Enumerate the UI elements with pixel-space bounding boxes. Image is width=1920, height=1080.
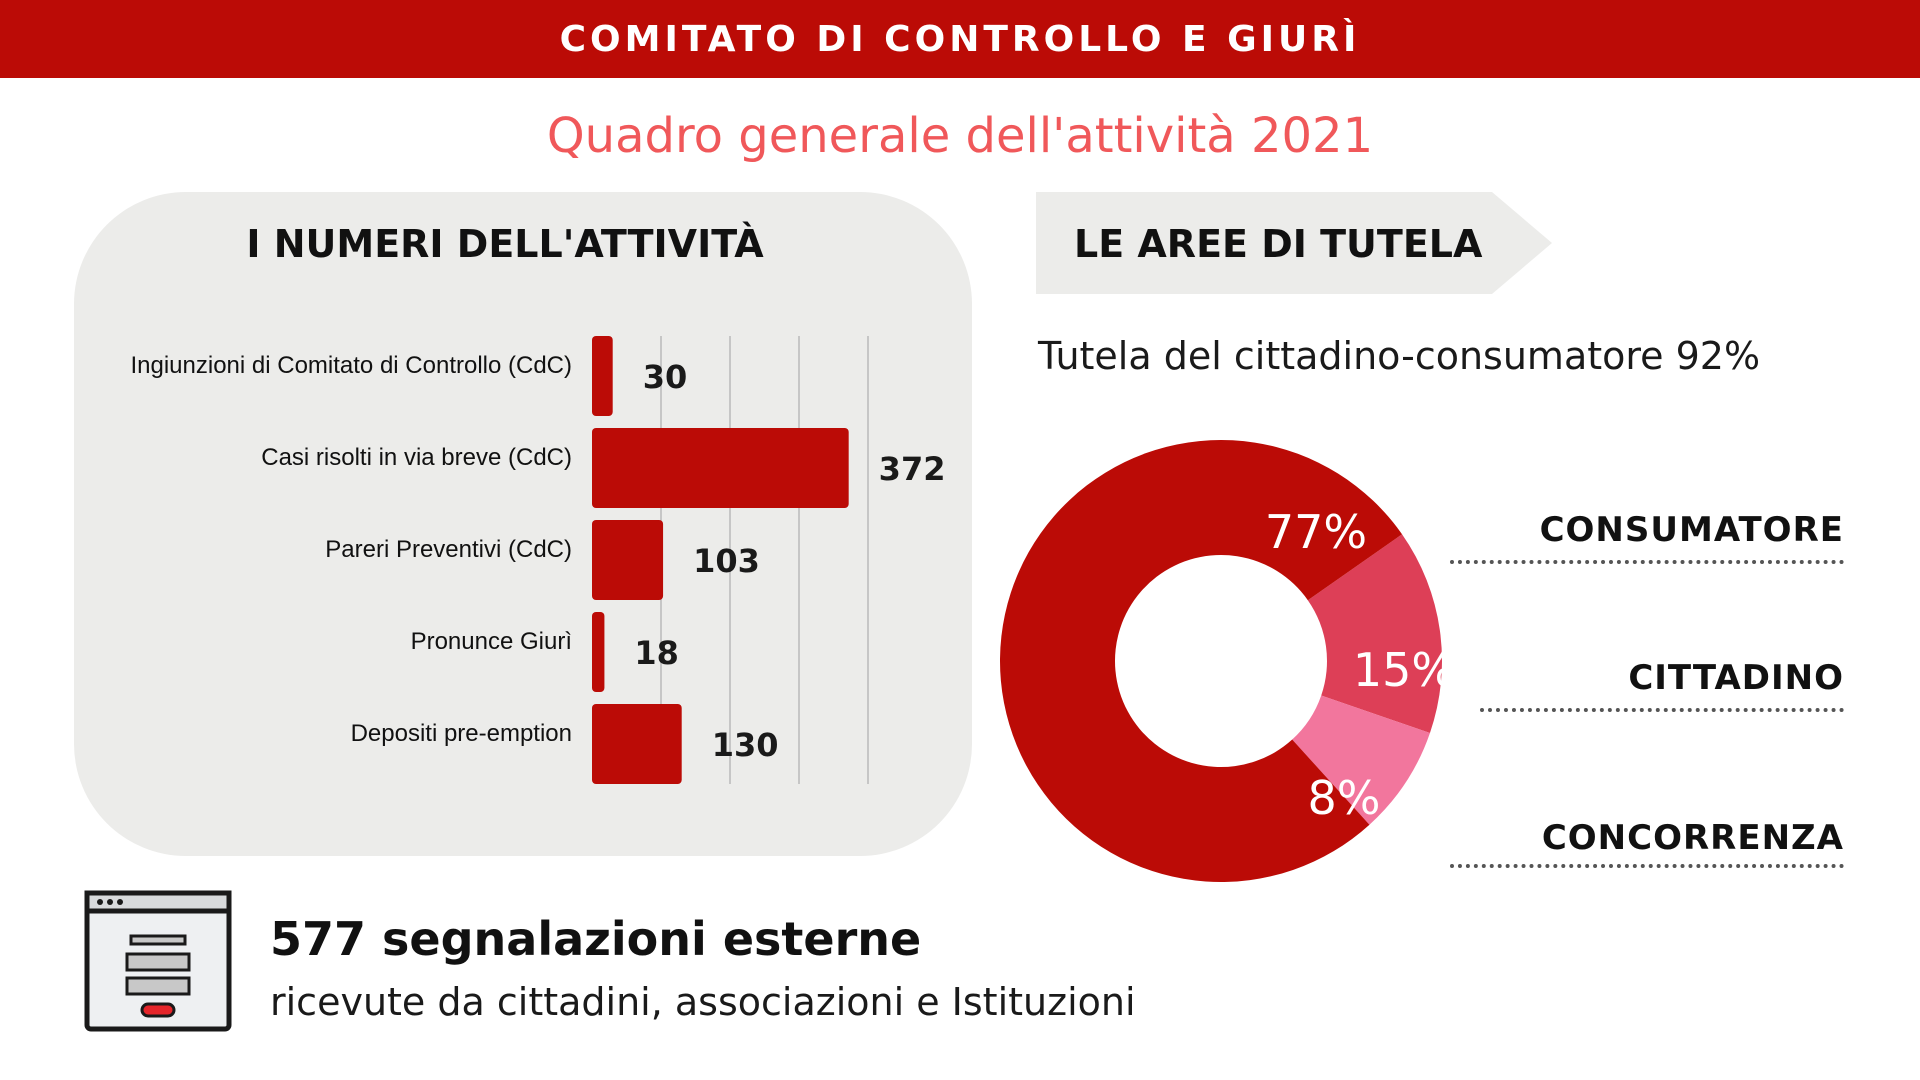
areas-title: LE AREE DI TUTELA <box>1074 222 1483 266</box>
activity-panel <box>74 192 972 856</box>
header-bar: COMITATO DI CONTROLLO E GIURÌ <box>0 0 1920 78</box>
page-subtitle: Quadro generale dell'attività 2021 <box>546 108 1374 164</box>
dotted-leader-line <box>1450 560 1844 564</box>
donut-slice-concorrenza <box>1292 695 1430 825</box>
footer-subtext: ricevute da cittadini, associazioni e Is… <box>270 980 1136 1024</box>
area-label-concorrenza: CONCORRENZA <box>1541 818 1844 858</box>
areas-tag <box>1036 192 1552 294</box>
footer-headline: 577 segnalazioni esterne <box>270 912 922 966</box>
tutela-summary: Tutela del cittadino-consumatore 92% <box>1038 334 1761 378</box>
form-window-icon <box>84 890 232 1032</box>
dotted-leader-line <box>1480 708 1844 712</box>
slice-percent-label: 77% <box>1265 505 1367 559</box>
slice-percent-label: 15% <box>1353 643 1455 697</box>
donut-slice-cittadino <box>1307 534 1442 733</box>
area-label-consumatore: CONSUMATORE <box>1539 510 1844 550</box>
area-label-cittadino: CITTADINO <box>1628 658 1844 698</box>
donut-slice-consumatore <box>1000 440 1403 882</box>
slice-percent-label: 8% <box>1308 771 1381 825</box>
areas-donut-chart: 77% 15% 8% <box>1000 440 1455 882</box>
dotted-leader-line <box>1450 864 1844 868</box>
activity-title: I NUMERI DELL'ATTIVITÀ <box>246 222 764 266</box>
header-title: COMITATO DI CONTROLLO E GIURÌ <box>559 18 1361 60</box>
